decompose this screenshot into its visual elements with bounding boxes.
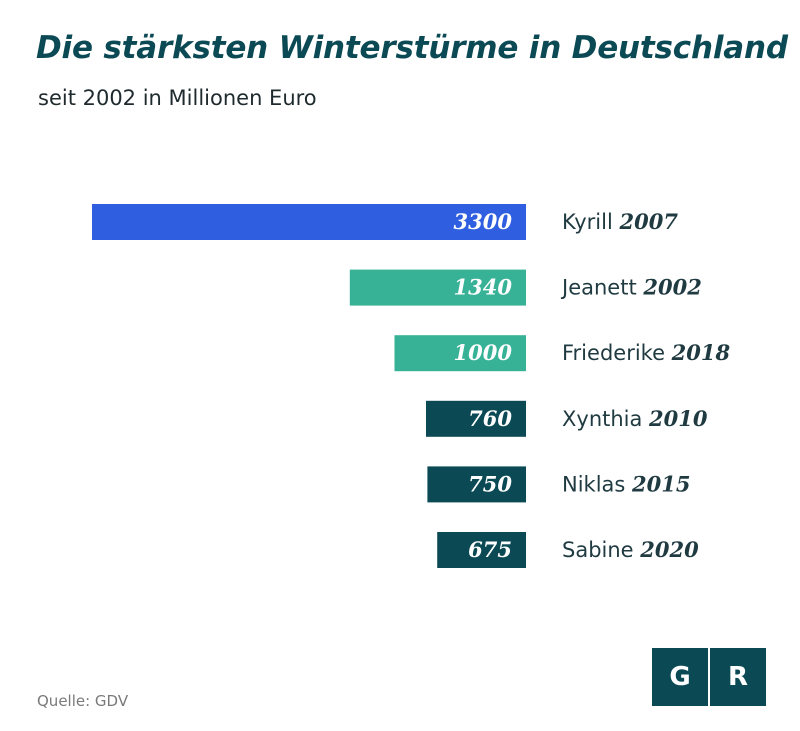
bar-value-label: 750: [468, 471, 512, 496]
logo-letter-r: R: [710, 648, 766, 706]
category-label-sabine: Sabine 2020: [562, 537, 699, 562]
storm-year: 2020: [639, 537, 699, 562]
bar-sabine: [437, 532, 526, 568]
chart-title: Die stärksten Winterstürme in Deutschlan…: [36, 30, 788, 66]
bar-value-label: 675: [468, 537, 512, 562]
storm-name: Xynthia: [562, 407, 649, 431]
category-label-jeanett: Jeanett 2002: [560, 275, 702, 300]
storm-name: Friederike: [562, 341, 672, 365]
storm-name: Sabine: [562, 538, 640, 562]
storm-name: Niklas: [562, 472, 632, 496]
bar-xynthia: [426, 400, 526, 437]
category-label-friederike: Friederike 2018: [562, 340, 731, 365]
bar-chart: 3300 Kyrill 2007 1340 Jeanett 2002 1000 Fried…: [92, 204, 731, 568]
bar-niklas: [427, 466, 526, 503]
source-note: Quelle: GDV: [37, 692, 129, 710]
storm-year: 2007: [618, 209, 678, 234]
bar-value-label: 760: [468, 406, 512, 431]
category-label-xynthia: Xynthia 2010: [562, 406, 708, 431]
storm-name: Jeanett: [560, 276, 643, 300]
category-label-niklas: Niklas 2015: [562, 471, 690, 496]
storm-year: 2010: [648, 406, 708, 431]
chart-subtitle: seit 2002 in Millionen Euro: [38, 86, 317, 110]
bar-friederike: [394, 335, 526, 372]
storm-year: 2018: [671, 340, 731, 365]
storm-year: 2015: [631, 471, 690, 496]
bar-value-label: 1340: [454, 275, 513, 300]
bar-value-label: 3300: [454, 209, 513, 234]
bar-jeanett: [349, 269, 526, 306]
storm-year: 2002: [642, 275, 701, 300]
logo-letter-g: G: [652, 648, 708, 706]
bar-kyrill: [92, 204, 526, 240]
brand-logo: G R: [652, 648, 766, 706]
storm-name: Kyrill: [562, 210, 619, 234]
category-label-kyrill: Kyrill 2007: [562, 209, 678, 234]
bar-value-label: 1000: [454, 340, 513, 365]
